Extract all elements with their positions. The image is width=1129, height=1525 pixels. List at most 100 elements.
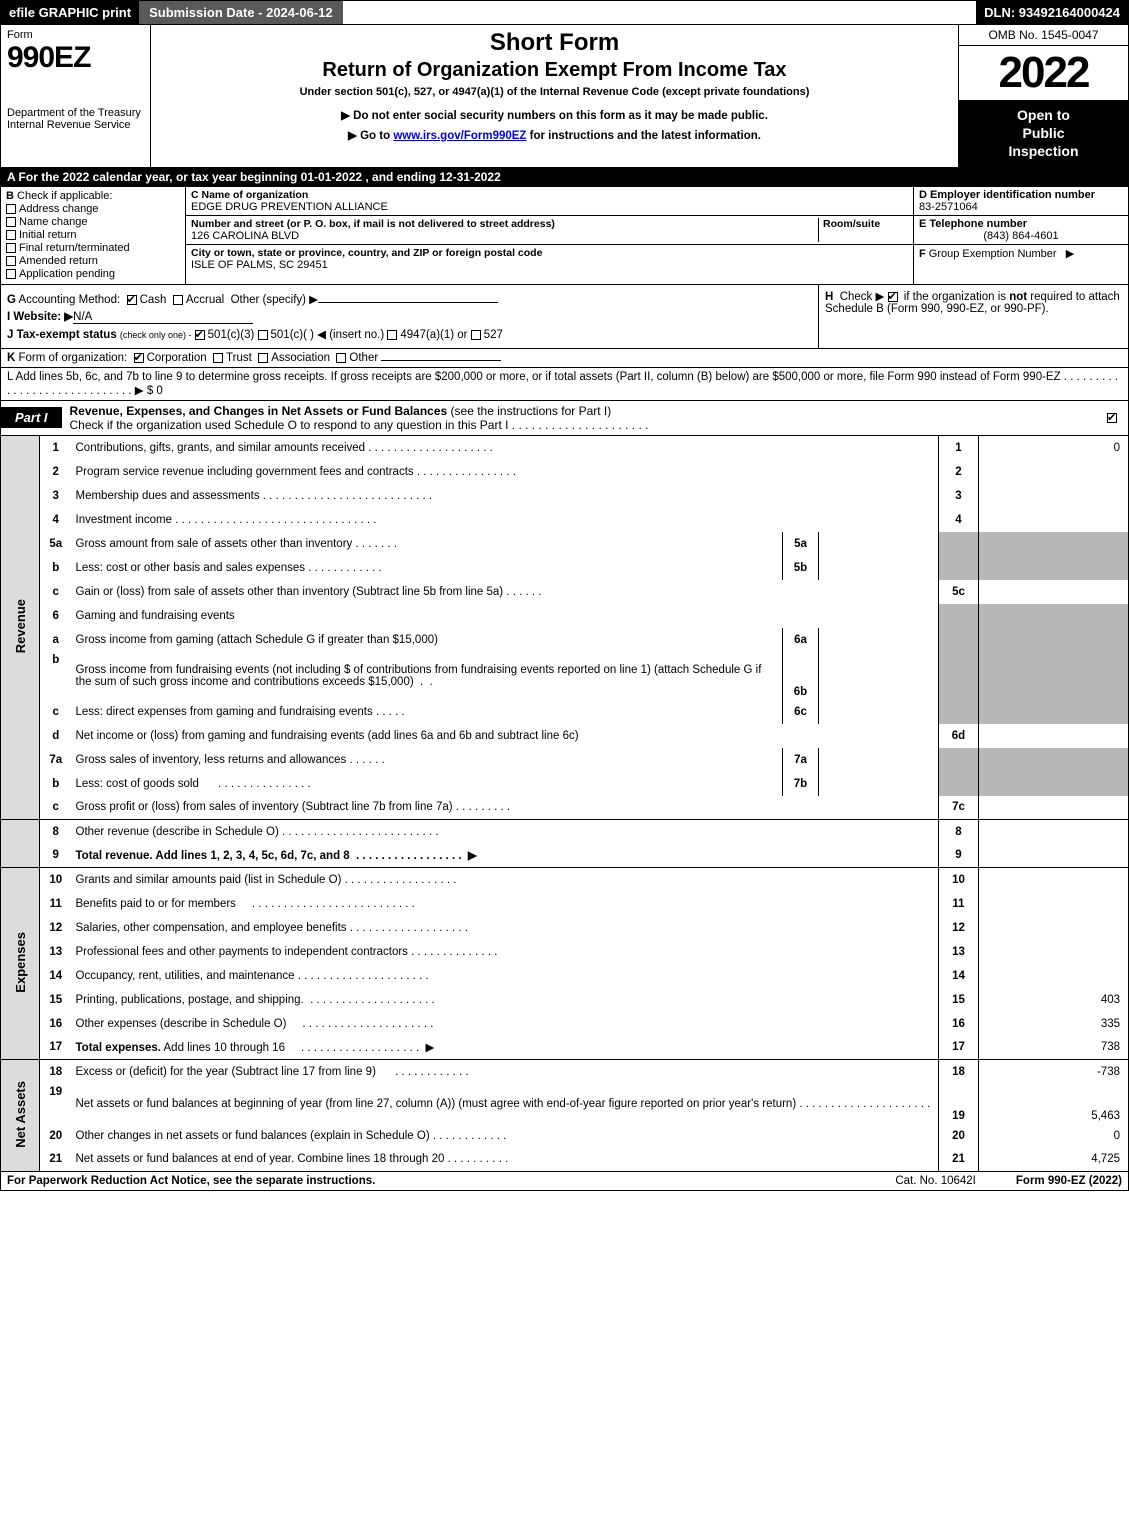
line7a-desc: Gross sales of inventory, less returns a… [76,754,347,766]
g-accounting: G Accounting Method: Cash Accrual Other … [7,292,812,306]
section-b-checkboxes: B Check if applicable: Address change Na… [0,187,1129,285]
ein-value: 83-2571064 [919,201,1123,213]
trust-checkbox[interactable] [213,353,223,363]
chk-name-change[interactable]: Name change [6,216,180,228]
part1-checkbox[interactable] [1107,413,1117,423]
part1-title: Revenue, Expenses, and Changes in Net As… [70,404,448,418]
line15-val: 403 [979,988,1129,1012]
i-website: I Website: ▶N/A [7,309,812,324]
line13-desc: Professional fees and other payments to … [76,946,408,958]
other-checkbox[interactable] [336,353,346,363]
line17-val: 738 [979,1036,1129,1060]
irs-link[interactable]: www.irs.gov/Form990EZ [393,130,526,142]
line5c-desc: Gain or (loss) from sale of assets other… [76,586,504,598]
page-footer: For Paperwork Reduction Act Notice, see … [0,1172,1129,1191]
under-section: Under section 501(c), 527, or 4947(a)(1)… [157,86,952,98]
line5a-desc: Gross amount from sale of assets other t… [76,538,353,550]
accrual-checkbox[interactable] [173,295,183,305]
line6b-desc: Gross income from fundraising events (no… [76,664,762,688]
website-value: N/A [73,311,253,324]
line21-val: 4,725 [979,1148,1129,1172]
form-ref: Form 990-EZ (2022) [1016,1175,1122,1187]
line6a-desc: Gross income from gaming (attach Schedul… [76,634,438,646]
chk-final[interactable]: Final return/terminated [6,242,180,254]
chk-amended[interactable]: Amended return [6,255,180,267]
org-name: EDGE DRUG PREVENTION ALLIANCE [191,201,908,213]
line5b-desc: Less: cost or other basis and sales expe… [76,562,306,574]
form-label: Form [7,29,144,41]
line7b-desc: Less: cost of goods sold [76,778,199,790]
line2-desc: Program service revenue including govern… [76,466,414,478]
submission-date: Submission Date - 2024-06-12 [139,1,343,24]
k-row: K Form of organization: Corporation Trus… [0,349,1129,368]
h-checkbox[interactable] [888,292,898,302]
c-city-label: City or town, state or province, country… [191,247,908,259]
line6c-desc: Less: direct expenses from gaming and fu… [76,706,373,718]
c-name-label: C Name of organization [191,189,908,201]
return-title: Return of Organization Exempt From Incom… [157,59,952,82]
line11-desc: Benefits paid to or for members [76,898,236,910]
c-addr-label: Number and street (or P. O. box, if mail… [191,218,818,230]
d-ein-label: D Employer identification number [919,189,1123,201]
part1-subtitle: (see the instructions for Part I) [451,404,612,418]
top-bar: efile GRAPHIC print Submission Date - 20… [0,0,1129,25]
part1-header: Part I Revenue, Expenses, and Changes in… [0,401,1129,436]
line19-desc: Net assets or fund balances at beginning… [76,1098,797,1110]
line18-desc: Excess or (deficit) for the year (Subtra… [76,1066,376,1078]
501c-checkbox[interactable] [258,330,268,340]
h-check: H Check ▶ if the organization is not req… [825,289,1122,315]
line12-desc: Salaries, other compensation, and employ… [76,922,347,934]
line20-val: 0 [979,1124,1129,1148]
line8-desc: Other revenue (describe in Schedule O) [76,826,279,838]
revenue-table: Revenue 1Contributions, gifts, grants, a… [0,436,1129,1173]
corp-checkbox[interactable] [134,353,144,363]
4947-checkbox[interactable] [387,330,397,340]
line1-desc: Contributions, gifts, grants, and simila… [76,442,366,454]
dept-label: Department of the Treasury Internal Reve… [7,107,144,131]
row-a-calendar: A For the 2022 calendar year, or tax yea… [0,168,1129,187]
line10-desc: Grants and similar amounts paid (list in… [76,874,342,886]
goto-note: ▶ Go to www.irs.gov/Form990EZ for instru… [157,128,952,142]
ssn-note: ▶ Do not enter social security numbers o… [157,108,952,122]
line1-val: 0 [979,436,1129,460]
assoc-checkbox[interactable] [258,353,268,363]
omb-number: OMB No. 1545-0047 [959,25,1128,46]
section-ghij: G Accounting Method: Cash Accrual Other … [0,285,1129,349]
527-checkbox[interactable] [471,330,481,340]
line6d-desc: Net income or (loss) from gaming and fun… [76,730,579,742]
line20-desc: Other changes in net assets or fund bala… [76,1130,430,1142]
form-header: Form 990EZ Department of the Treasury In… [0,25,1129,168]
cash-checkbox[interactable] [127,295,137,305]
e-phone-label: E Telephone number [919,218,1123,230]
efile-print[interactable]: efile GRAPHIC print [1,1,139,24]
form-number: 990EZ [7,41,144,75]
part1-check-note: Check if the organization used Schedule … [70,418,509,432]
l-row: L Add lines 5b, 6c, and 7b to line 9 to … [0,368,1129,401]
org-city: ISLE OF PALMS, SC 29451 [191,259,908,271]
tax-year: 2022 [959,46,1128,100]
501c3-checkbox[interactable] [195,330,205,340]
line4-desc: Investment income [76,514,173,526]
line14-desc: Occupancy, rent, utilities, and maintena… [76,970,295,982]
chk-address-change[interactable]: Address change [6,203,180,215]
line21-desc: Net assets or fund balances at end of ye… [76,1153,445,1165]
expenses-sidelabel: Expenses [13,932,28,993]
b-sublabel: Check if applicable: [17,190,112,202]
line7c-desc: Gross profit or (loss) from sales of inv… [76,801,453,813]
org-address: 126 CAROLINA BLVD [191,230,818,242]
room-label: Room/suite [823,218,908,230]
part1-tag: Part I [1,407,62,428]
line6-desc: Gaming and fundraising events [72,604,939,628]
chk-initial[interactable]: Initial return [6,229,180,241]
paperwork-notice: For Paperwork Reduction Act Notice, see … [7,1175,855,1187]
open-inspection: Open to Public Inspection [959,100,1128,167]
f-group-label: F Group Exemption Number ▶ [919,247,1123,260]
revenue-sidelabel: Revenue [13,599,28,653]
j-tax-exempt: J Tax-exempt status (check only one) - 5… [7,327,812,341]
phone-value: (843) 864-4601 [919,230,1123,242]
cat-no: Cat. No. 10642I [855,1175,1016,1187]
line3-desc: Membership dues and assessments [76,490,260,502]
short-form-title: Short Form [157,29,952,57]
chk-pending[interactable]: Application pending [6,268,180,280]
line16-val: 335 [979,1012,1129,1036]
